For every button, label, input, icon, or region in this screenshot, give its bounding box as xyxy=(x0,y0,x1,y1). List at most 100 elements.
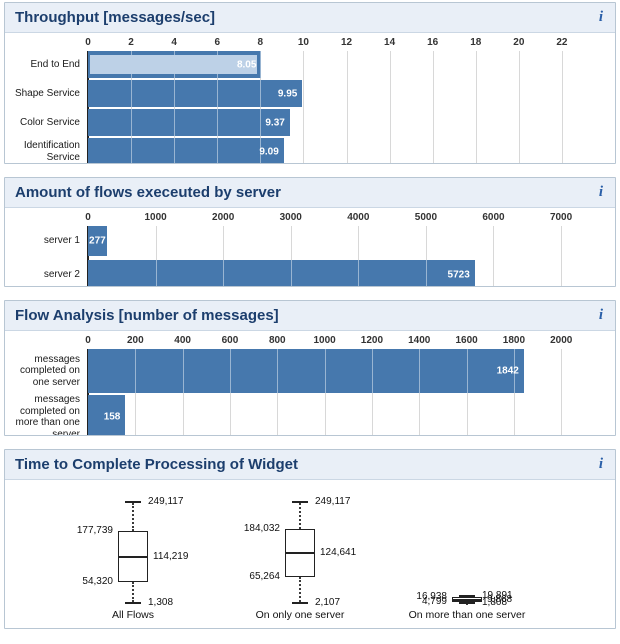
info-icon[interactable]: i xyxy=(596,456,606,473)
gridline-overlay xyxy=(217,80,218,107)
bar-highlight xyxy=(90,55,257,74)
q3-label: 177,739 xyxy=(28,525,113,536)
bar-track: 8.05 xyxy=(88,51,605,78)
gridline-overlay xyxy=(291,260,292,287)
gridline-overlay xyxy=(325,349,326,393)
bar-track: 277 xyxy=(88,226,605,256)
processing-time-panel: Time to Complete Processing of Widget i … xyxy=(4,449,616,629)
whisker-cap-max xyxy=(125,501,141,503)
gridline-overlay xyxy=(174,80,175,107)
gridline-overlay xyxy=(372,349,373,393)
gridline-overlay xyxy=(183,349,184,393)
bar[interactable]: 8.05 xyxy=(88,51,261,78)
tick-label: 16 xyxy=(427,37,438,48)
min-label: 1,808 xyxy=(482,597,507,608)
whisker-upper xyxy=(299,503,301,529)
tick-label: 6 xyxy=(214,37,220,48)
bar[interactable]: 158 xyxy=(88,395,125,436)
panel-header: Flow Analysis [number of messages] i xyxy=(5,301,615,331)
tick-label: 22 xyxy=(556,37,567,48)
gridline-overlay xyxy=(131,109,132,136)
gridline-overlay xyxy=(277,349,278,393)
q1-label: 54,320 xyxy=(28,576,113,587)
bar-value-label: 9.09 xyxy=(259,146,278,157)
tick-label: 7000 xyxy=(550,212,572,223)
gridline-overlay xyxy=(131,138,132,164)
whisker-cap-min xyxy=(292,602,308,604)
gridline-overlay xyxy=(230,349,231,393)
bar-value-label: 277 xyxy=(89,236,106,247)
tick-label: 0 xyxy=(85,335,91,346)
tick-label: 0 xyxy=(85,37,91,48)
bar[interactable]: 277 xyxy=(88,226,107,256)
tick-label: 6000 xyxy=(482,212,504,223)
bar[interactable]: 9.37 xyxy=(88,109,290,136)
bar-track: 158 xyxy=(88,395,605,436)
panel-title: Throughput [messages/sec] xyxy=(15,9,215,26)
gridline-overlay xyxy=(131,80,132,107)
panel-title: Flow Analysis [number of messages] xyxy=(15,307,279,324)
min-label: 1,308 xyxy=(148,597,173,608)
gridline-overlay xyxy=(260,80,261,107)
panel-title: Time to Complete Processing of Widget xyxy=(15,456,298,473)
tick-label: 14 xyxy=(384,37,395,48)
tick-label: 10 xyxy=(298,37,309,48)
category-label: End to End xyxy=(5,59,88,71)
bar-track: 5723 xyxy=(88,260,605,287)
info-icon[interactable]: i xyxy=(596,9,606,26)
bar[interactable]: 5723 xyxy=(88,260,475,287)
gridline-overlay xyxy=(467,349,468,393)
bar[interactable]: 9.09 xyxy=(88,138,284,164)
panel-header: Amount of flows execeuted by server i xyxy=(5,178,615,208)
tick-label: 2 xyxy=(128,37,134,48)
whisker-lower xyxy=(132,582,134,603)
category-label: Identification Service xyxy=(5,140,88,163)
median-line xyxy=(119,556,147,558)
boxplot-category-label: All Flows xyxy=(58,609,208,621)
panel-title: Amount of flows execeuted by server xyxy=(15,184,281,201)
gridline-overlay xyxy=(135,349,136,393)
tick-label: 18 xyxy=(470,37,481,48)
gridline-overlay xyxy=(217,109,218,136)
tick-label: 0 xyxy=(85,212,91,223)
tick-label: 5000 xyxy=(415,212,437,223)
category-label: Color Service xyxy=(5,117,88,129)
tick-label: 12 xyxy=(341,37,352,48)
category-label: server 2 xyxy=(5,269,88,281)
tick-label: 3000 xyxy=(280,212,302,223)
gridline-overlay xyxy=(419,349,420,393)
gridline-overlay xyxy=(217,138,218,164)
median-line xyxy=(453,599,481,601)
info-icon[interactable]: i xyxy=(596,307,606,324)
q1-label: 4,799 xyxy=(362,596,447,607)
gridline-overlay xyxy=(223,260,224,287)
category-label: Shape Service xyxy=(5,88,88,100)
tick-label: 1800 xyxy=(503,335,525,346)
category-label: server 1 xyxy=(5,235,88,247)
category-label: messages completed on more than one serv… xyxy=(5,394,88,436)
tick-label: 600 xyxy=(222,335,239,346)
tick-label: 4 xyxy=(171,37,177,48)
whisker-lower xyxy=(299,577,301,602)
tick-label: 200 xyxy=(127,335,144,346)
tick-label: 400 xyxy=(174,335,191,346)
median-line xyxy=(286,552,314,554)
tick-label: 1000 xyxy=(144,212,166,223)
info-icon[interactable]: i xyxy=(596,184,606,201)
gridline-overlay xyxy=(358,260,359,287)
bar[interactable]: 9.95 xyxy=(88,80,302,107)
bar[interactable]: 1842 xyxy=(88,349,524,393)
